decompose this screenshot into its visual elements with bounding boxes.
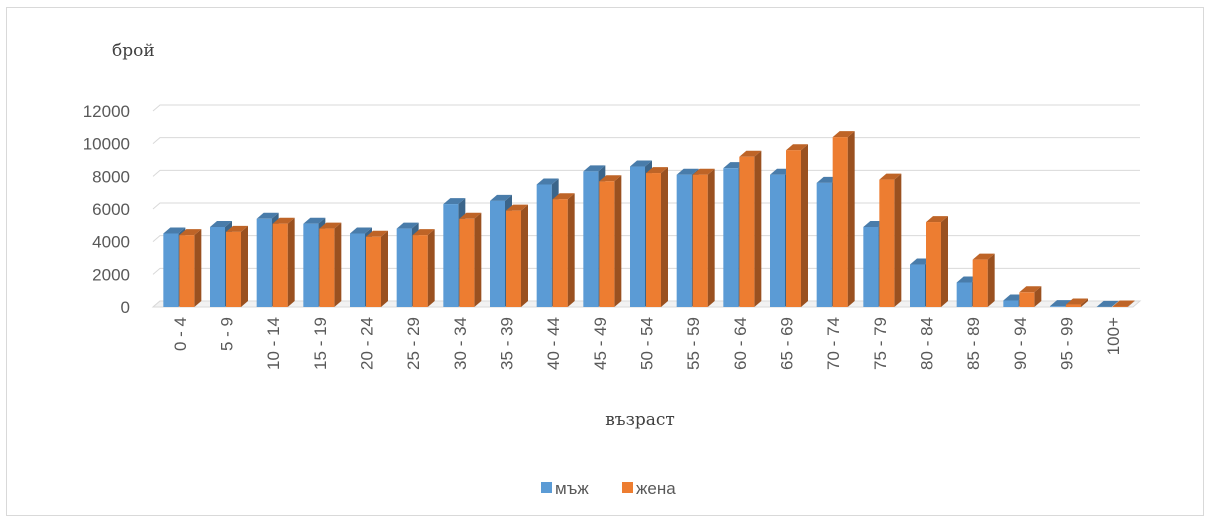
gridline (152, 202, 1140, 210)
bar-female (506, 204, 528, 307)
legend-label-female: жена (636, 479, 676, 498)
x-axis-title: възраст (605, 410, 675, 430)
bar-female (692, 168, 715, 307)
x-tick-label: 30 - 34 (451, 317, 470, 370)
legend-swatch-female (622, 482, 633, 493)
bar-female (832, 131, 855, 307)
bar-female (1019, 286, 1042, 307)
x-tick-label: 10 - 14 (264, 317, 283, 370)
bar-female (599, 175, 622, 307)
x-tick-label: 100+ (1104, 317, 1123, 355)
x-tick-label: 60 - 64 (731, 317, 750, 370)
gridline (152, 235, 1140, 243)
x-tick-label: 40 - 44 (544, 317, 563, 370)
legend-label-male: мъж (555, 479, 589, 498)
bar-female (459, 212, 482, 307)
y-tick-label: 0 (121, 298, 130, 317)
x-tick-label: 55 - 59 (684, 317, 703, 370)
x-tick-label: 15 - 19 (311, 317, 330, 370)
x-tick-label: 45 - 49 (591, 317, 610, 370)
legend-swatch-male (541, 482, 552, 493)
bar-female (412, 229, 435, 307)
gridline (152, 137, 1140, 145)
x-tick-label: 75 - 79 (871, 317, 890, 370)
y-tick-label: 4000 (92, 233, 130, 252)
legend: мъж жена (541, 479, 676, 498)
x-tick-label: 95 - 99 (1057, 317, 1076, 370)
x-tick-label: 85 - 89 (964, 317, 983, 370)
bar-female (786, 144, 808, 307)
x-tick-label: 90 - 94 (1011, 317, 1030, 370)
y-axis-title: брой (112, 41, 155, 61)
x-tick-label: 5 - 9 (217, 317, 236, 351)
bar-female (319, 222, 342, 307)
x-tick-label: 80 - 84 (917, 317, 936, 370)
x-tick-label: 65 - 69 (777, 317, 796, 370)
y-tick-label: 2000 (92, 265, 130, 284)
bars (163, 131, 1135, 307)
x-tick-label: 70 - 74 (824, 317, 843, 370)
x-tick-label: 35 - 39 (497, 317, 516, 370)
bar-female (879, 173, 902, 307)
y-axis-ticks: 0 2000 4000 6000 8000 10000 12000 (83, 102, 130, 317)
bar-female (1066, 298, 1088, 307)
bar-female (179, 229, 202, 307)
gridline (152, 169, 1140, 177)
bar-female (272, 217, 295, 307)
bar-female (226, 225, 248, 307)
bar-female (926, 216, 948, 307)
bar-female (1112, 300, 1135, 307)
bar-female (366, 230, 388, 307)
bar-female (552, 193, 575, 307)
gridline (152, 267, 1140, 275)
bar-female (646, 167, 668, 307)
x-tick-label: 25 - 29 (404, 317, 423, 370)
bar-male (1096, 300, 1119, 307)
y-tick-label: 8000 (92, 167, 130, 186)
y-tick-label: 12000 (83, 102, 130, 121)
x-tick-label: 20 - 24 (357, 317, 376, 370)
x-tick-label: 50 - 54 (637, 317, 656, 370)
y-tick-label: 10000 (83, 135, 130, 154)
x-tick-label: 0 - 4 (171, 317, 190, 351)
gridline (152, 104, 1140, 112)
bar-female (972, 253, 995, 307)
x-axis-ticks: 0 - 4 5 - 9 10 - 14 15 - 19 20 - 24 25 - 29 30… (171, 317, 1123, 370)
y-tick-label: 6000 (92, 200, 130, 219)
bar-female (739, 150, 762, 307)
